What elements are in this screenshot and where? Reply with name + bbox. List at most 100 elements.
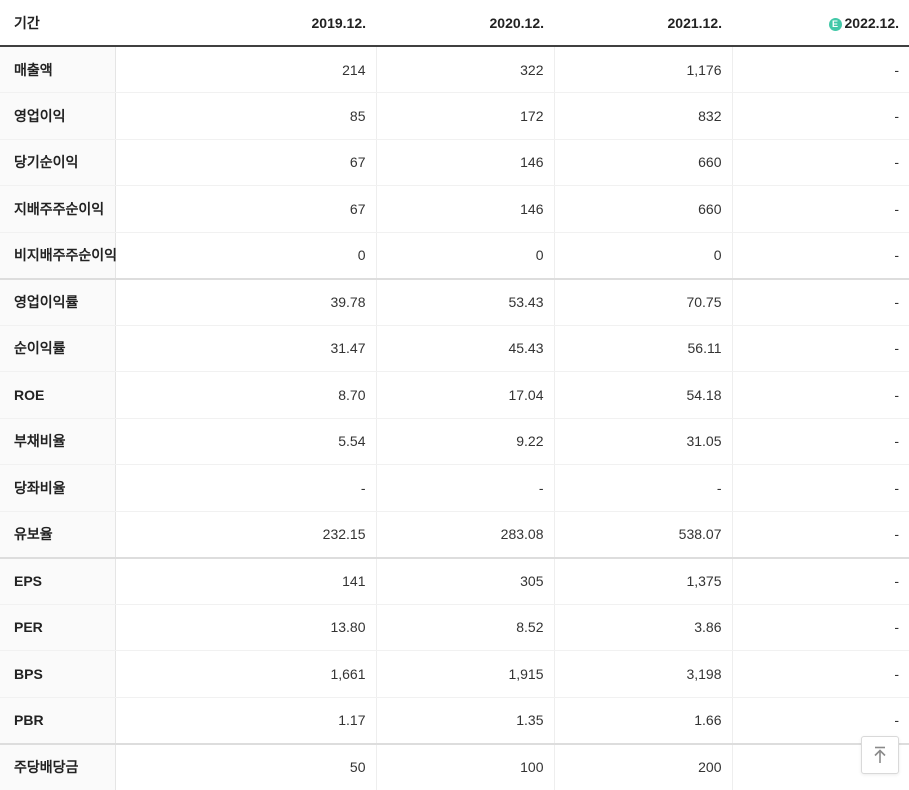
cell: 13.80 [115, 604, 377, 651]
row-label: ROE [0, 371, 116, 419]
cell: 322 [376, 46, 555, 93]
row-label: PER [0, 604, 116, 651]
table-row-net-margin: 순이익률 31.47 45.43 56.11 - [0, 325, 909, 372]
table-row-pbr: PBR 1.17 1.35 1.66 - [0, 697, 909, 744]
cell: 0 [115, 232, 377, 279]
row-label: 비지배주주순이익 [0, 232, 117, 279]
cell: 283.08 [376, 511, 555, 558]
cell: 0 [554, 232, 733, 279]
row-label: 영업이익률 [0, 277, 116, 326]
cell: 232.15 [115, 511, 377, 558]
cell: 146 [376, 185, 555, 233]
cell: 50 [115, 742, 377, 790]
cell: 1,661 [115, 650, 377, 698]
cell: 8.70 [115, 371, 377, 419]
table-row-per: PER 13.80 8.52 3.86 - [0, 604, 909, 651]
cell: 45.43 [376, 325, 555, 372]
row-label: 당좌비율 [0, 464, 116, 512]
table-row-revenue: 매출액 214 322 1,176 - [0, 46, 909, 93]
cell: 53.43 [376, 277, 555, 326]
cell: 1.66 [554, 697, 733, 744]
estimate-icon: E [828, 17, 842, 31]
cell: 5.54 [115, 418, 377, 465]
cell: 54.18 [554, 371, 733, 419]
cell: - [732, 556, 909, 605]
row-label: 영업이익 [0, 92, 116, 140]
column-header-2022-estimate: E 2022.12. [732, 0, 909, 47]
cell: - [732, 92, 909, 140]
cell: 31.47 [115, 325, 377, 372]
table-row-net-income: 당기순이익 67 146 660 - [0, 139, 909, 186]
cell: 3.86 [554, 604, 733, 651]
table-row-dividend-per-share: 주당배당금 50 100 200 - [0, 742, 909, 790]
row-label: 주당배당금 [0, 742, 116, 790]
cell: 660 [554, 185, 733, 233]
cell: 31.05 [554, 418, 733, 465]
table-row-quick-ratio: 당좌비율 - - - - [0, 464, 909, 512]
row-label: 지배주주순이익 [0, 185, 116, 233]
table-row-controlling-net-income: 지배주주순이익 67 146 660 - [0, 185, 909, 233]
cell: 85 [115, 92, 377, 140]
cell: - [732, 650, 909, 698]
cell: - [732, 139, 909, 186]
row-label: 당기순이익 [0, 139, 116, 186]
column-header-label: 2022.12. [844, 14, 900, 31]
cell: - [115, 464, 377, 512]
cell: - [732, 185, 909, 233]
header-row: 기간 2019.12. 2020.12. 2021.12. E 2022.12. [0, 0, 909, 47]
cell: 1,915 [376, 650, 555, 698]
cell: 3,198 [554, 650, 733, 698]
row-label: 매출액 [0, 46, 116, 93]
cell: 200 [554, 742, 733, 790]
cell: - [732, 511, 909, 558]
row-label: 유보율 [0, 511, 116, 558]
table-row-bps: BPS 1,661 1,915 3,198 - [0, 650, 909, 698]
cell: 1.17 [115, 697, 377, 744]
row-label: PBR [0, 697, 116, 744]
column-header-2020: 2020.12. [376, 0, 554, 47]
cell: 660 [554, 139, 733, 186]
table-row-noncontrolling-net-income: 비지배주주순이익 0 0 0 - [0, 232, 909, 279]
cell: - [376, 464, 555, 512]
cell: 1,176 [554, 46, 733, 93]
row-label: BPS [0, 650, 116, 698]
cell: - [732, 46, 909, 93]
cell: 141 [115, 556, 377, 605]
scroll-to-top-icon [874, 746, 886, 763]
cell: 538.07 [554, 511, 733, 558]
table-row-operating-margin: 영업이익률 39.78 53.43 70.75 - [0, 277, 909, 326]
table-row-roe: ROE 8.70 17.04 54.18 - [0, 371, 909, 419]
cell: 146 [376, 139, 555, 186]
cell: 172 [376, 92, 555, 140]
period-header: 기간 [0, 0, 115, 47]
cell: 67 [115, 185, 377, 233]
cell: 1.35 [376, 697, 555, 744]
row-label: 부채비율 [0, 418, 116, 465]
cell: - [732, 325, 909, 372]
cell: 56.11 [554, 325, 733, 372]
cell: 214 [115, 46, 377, 93]
cell: - [732, 604, 909, 651]
cell: 17.04 [376, 371, 555, 419]
cell: - [732, 232, 909, 279]
cell: 100 [376, 742, 555, 790]
cell: - [554, 464, 733, 512]
scroll-to-top-button[interactable] [861, 736, 899, 774]
cell: 70.75 [554, 277, 733, 326]
cell: 67 [115, 139, 377, 186]
cell: 9.22 [376, 418, 555, 465]
column-header-2021: 2021.12. [554, 0, 732, 47]
column-header-2019: 2019.12. [115, 0, 376, 47]
table-row-debt-ratio: 부채비율 5.54 9.22 31.05 - [0, 418, 909, 465]
cell: 0 [376, 232, 555, 279]
cell: - [732, 371, 909, 419]
cell: 8.52 [376, 604, 555, 651]
table-row-eps: EPS 141 305 1,375 - [0, 556, 909, 605]
row-label: EPS [0, 556, 116, 605]
cell: 305 [376, 556, 555, 605]
cell: 39.78 [115, 277, 377, 326]
cell: - [732, 464, 909, 512]
cell: 832 [554, 92, 733, 140]
table-row-operating-profit: 영업이익 85 172 832 - [0, 92, 909, 140]
